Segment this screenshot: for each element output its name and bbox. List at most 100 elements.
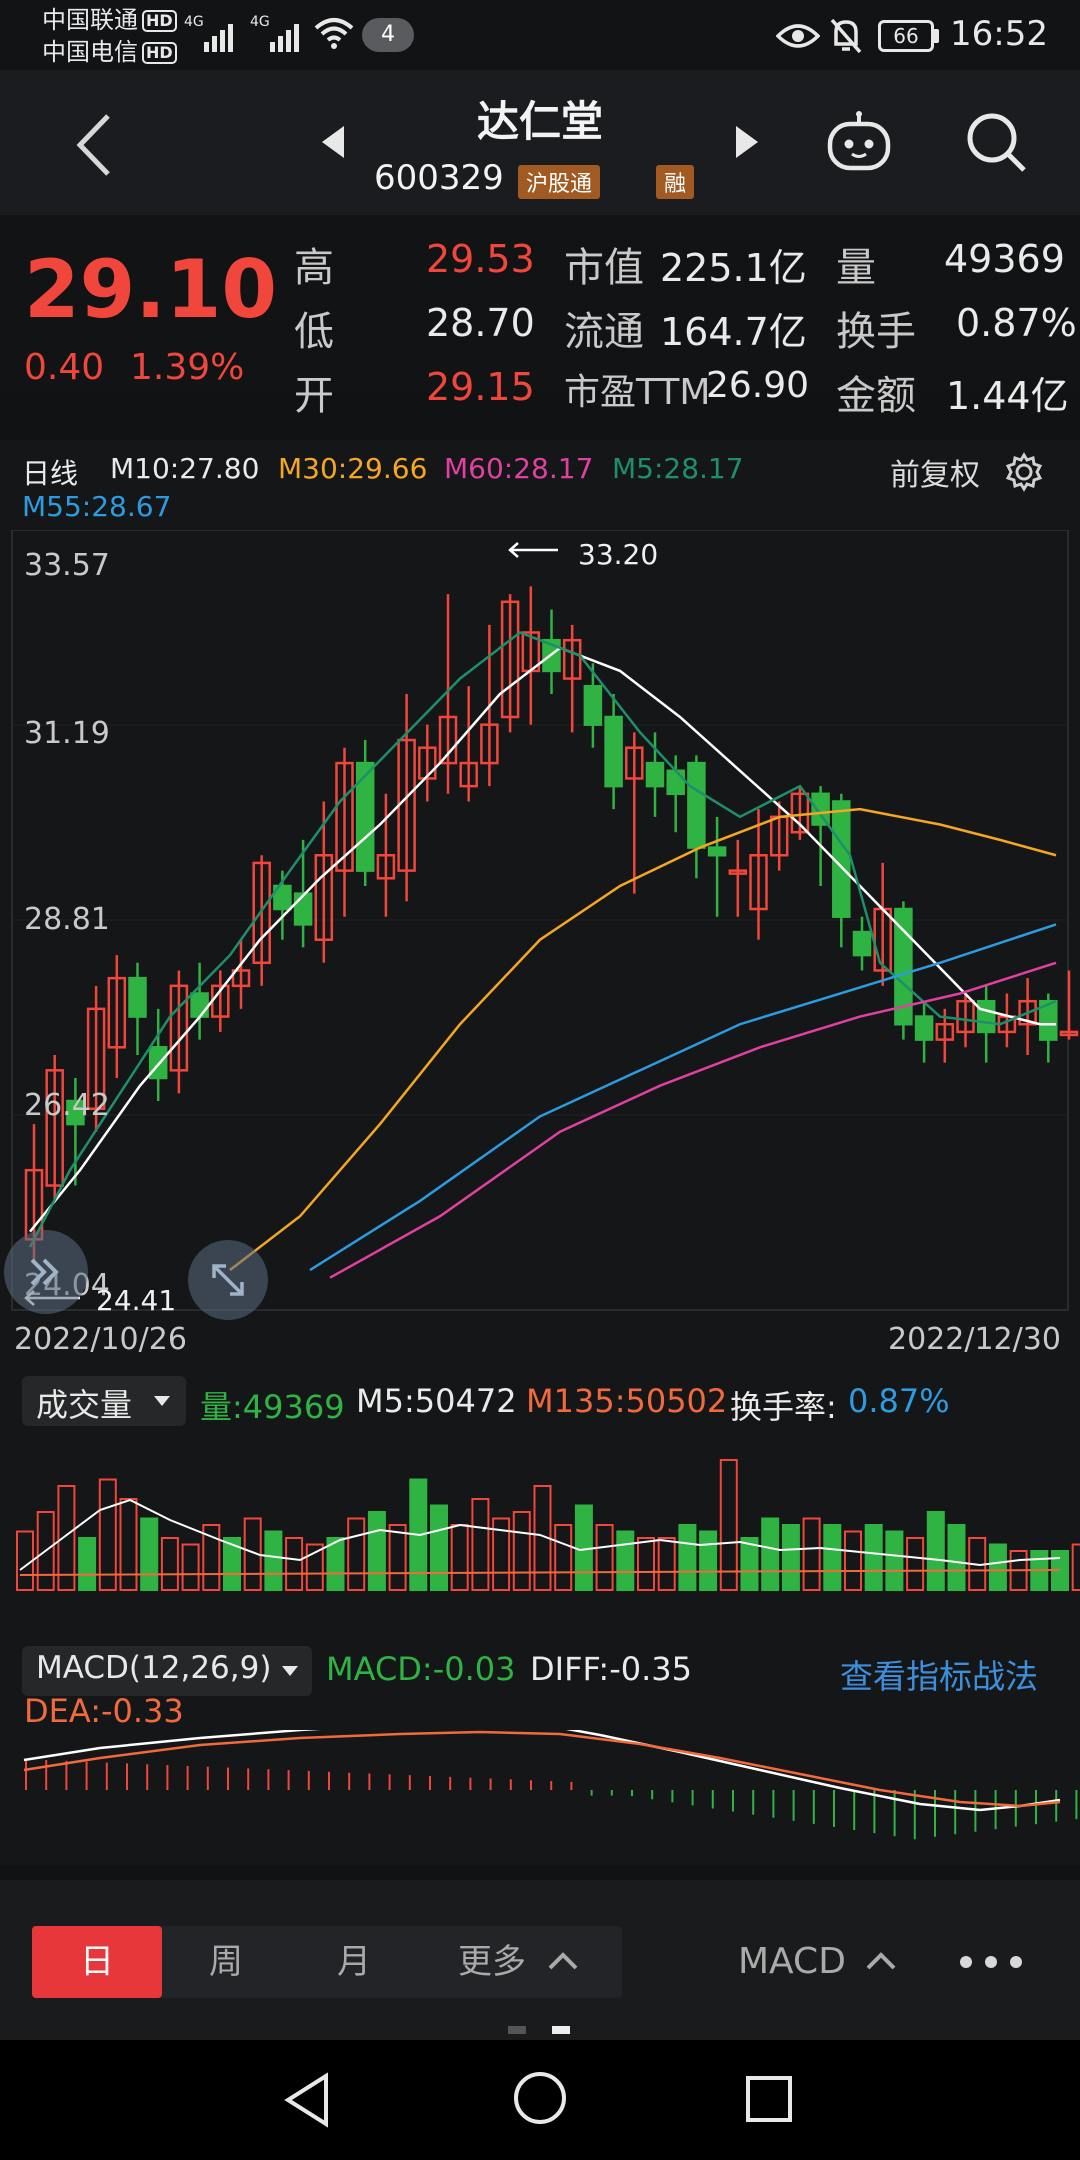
prev-stock-icon[interactable]: [318, 124, 348, 160]
carrier-2-label: 中国电信: [42, 38, 138, 66]
candle-body: [500, 600, 520, 719]
float-value: 164.7亿: [660, 310, 807, 354]
system-nav-bar: [0, 2040, 1080, 2160]
y-label-2: 31.19: [24, 716, 110, 751]
indicator-strategy-link[interactable]: 查看指标战法: [840, 1657, 1038, 1696]
net-type-1: 4G: [184, 14, 204, 30]
tab-week[interactable]: 周: [209, 1942, 243, 1982]
period-tab-bar: 日 周 月 更多 MACD: [0, 1880, 1080, 2040]
tab-month[interactable]: 月: [337, 1942, 371, 1982]
volume-bar: [57, 1485, 76, 1591]
kline-chart[interactable]: [0, 530, 1080, 1360]
macd-selector-label: MACD(12,26,9): [36, 1650, 272, 1686]
volume-bar: [471, 1498, 490, 1591]
pe-label: 市盈TTM: [564, 372, 711, 413]
diff-value: DIFF:-0.35: [530, 1650, 692, 1688]
volume-bar: [740, 1537, 759, 1591]
dea-value: DEA:-0.33: [24, 1692, 184, 1730]
macd-indicator-selector[interactable]: MACD(12,26,9): [22, 1646, 312, 1696]
candle-body: [418, 746, 437, 780]
period-label: 日线: [22, 457, 79, 490]
low-mark-label: 24.41: [96, 1284, 177, 1317]
last-price: 29.10: [24, 243, 278, 336]
volume-bar: [595, 1524, 614, 1591]
next-stock-icon[interactable]: [732, 124, 762, 160]
status-bar: 中国联通 HD 中国电信 HD 4G 4G 4 66 16:52: [0, 0, 1080, 70]
low-value: 28.70: [426, 301, 535, 345]
turnover-value: 0.87%: [956, 301, 1077, 345]
tab-more[interactable]: 更多: [418, 1926, 622, 1998]
ma60-label: M60:28.17: [444, 452, 594, 485]
volume-label: 量: [836, 245, 876, 291]
collapse-button[interactable]: [4, 1230, 88, 1314]
candle-body: [107, 976, 127, 1049]
volume-bar: [119, 1498, 138, 1591]
volume-bar: [223, 1537, 241, 1591]
ma55-line: [309, 923, 1057, 1272]
volume-bar: [1071, 1543, 1080, 1591]
candle-body: [749, 854, 768, 911]
robot-assistant-icon[interactable]: [824, 110, 894, 176]
volume-selector-label: 成交量: [36, 1386, 133, 1424]
volume-bar: [16, 1530, 34, 1591]
stock-code: 600329: [374, 158, 504, 198]
turnover-rate-value: 0.87%: [848, 1382, 950, 1420]
fullscreen-button[interactable]: [188, 1240, 268, 1320]
ma60-line: [329, 961, 1057, 1279]
search-icon[interactable]: [964, 108, 1030, 178]
volume-bar: [326, 1537, 345, 1591]
volume-bar: [347, 1517, 366, 1591]
volume-bar: [450, 1524, 469, 1591]
chevrons-icon: [30, 1258, 59, 1286]
ma30-line: [229, 807, 1057, 1272]
volume-bar: [616, 1530, 635, 1591]
nav-back-icon[interactable]: [282, 2072, 332, 2128]
settings-gear-icon[interactable]: [1004, 452, 1044, 492]
volume-bar: [367, 1511, 386, 1591]
ma5-label: M5:28.17: [612, 452, 744, 485]
stock-name: 达仁堂: [476, 97, 603, 146]
expand-icon: [212, 1264, 244, 1296]
candle-body: [293, 892, 313, 926]
back-icon[interactable]: [70, 110, 120, 180]
notification-count-badge: 4: [362, 18, 414, 52]
macd-chart[interactable]: [0, 1730, 1080, 1850]
volume-bar: [574, 1504, 593, 1591]
chart-panel: 日线 M10:27.80 M30:29.66 M60:28.17 M5:28.1…: [0, 440, 1080, 1865]
candle-body: [314, 854, 334, 941]
candle-body: [666, 769, 685, 796]
hd-badge-2: HD: [142, 42, 177, 64]
candle-body: [355, 761, 375, 872]
amount-label: 金额: [836, 373, 916, 419]
more-options-icon[interactable]: [956, 1952, 1026, 1972]
candle-body: [604, 715, 623, 788]
high-mark-label: 33.20: [578, 538, 659, 571]
hd-badge: HD: [142, 10, 177, 32]
candle-body: [231, 969, 251, 988]
volume-m135-line: [19, 1569, 1061, 1576]
battery-tip: [934, 29, 939, 43]
volume-chart[interactable]: [0, 1430, 1080, 1600]
candle-body: [45, 1069, 64, 1187]
net-type-2: 4G: [250, 14, 270, 30]
volume-bar: [947, 1524, 966, 1591]
mcap-value: 225.1亿: [660, 246, 807, 290]
volume-indicator-selector[interactable]: 成交量: [22, 1376, 186, 1426]
candle-body: [459, 761, 478, 788]
volume-bar: [926, 1511, 945, 1591]
nav-recents-icon[interactable]: [744, 2074, 794, 2124]
volume-bar: [285, 1537, 304, 1591]
carrier-1: 中国联通 HD: [42, 4, 177, 36]
indicator-selector[interactable]: MACD: [732, 1926, 912, 1998]
candle-body: [335, 761, 354, 872]
tab-day[interactable]: 日: [32, 1926, 162, 1998]
candle-body: [438, 715, 458, 765]
volume-bar: [699, 1530, 718, 1591]
candle-body: [190, 992, 209, 1018]
candle-body: [625, 746, 644, 780]
high-arrow-icon: [508, 542, 558, 558]
candle-body: [914, 1015, 934, 1041]
nav-home-icon[interactable]: [512, 2070, 568, 2126]
adjust-selector[interactable]: 前复权: [890, 458, 980, 493]
volume-m5-line: [19, 1498, 1061, 1571]
